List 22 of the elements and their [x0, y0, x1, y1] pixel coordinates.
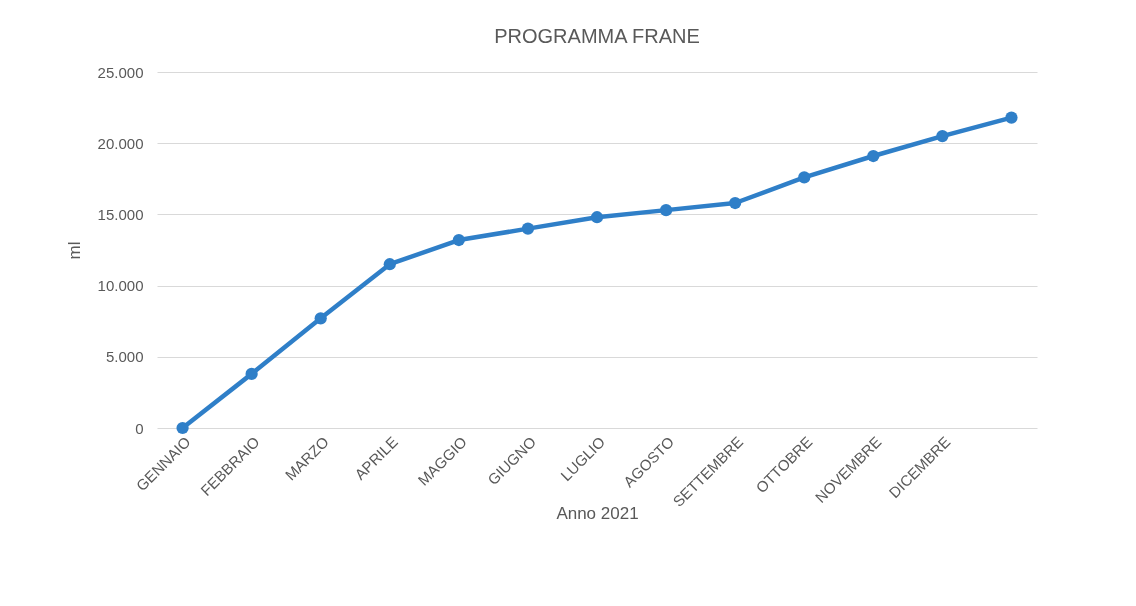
point — [659, 204, 673, 217]
y-tick-label: 20.000 — [97, 134, 144, 152]
point — [383, 258, 396, 271]
x-axis-title: Anno 2021 — [556, 503, 639, 523]
point — [936, 129, 949, 143]
point — [1005, 111, 1018, 124]
y-tick-label: 10.000 — [97, 277, 144, 295]
point — [521, 222, 535, 235]
point — [867, 149, 880, 163]
point — [798, 171, 811, 184]
y-axis-title: ml — [64, 241, 84, 260]
point — [452, 233, 465, 247]
chart-title: PROGRAMMA FRANE — [494, 25, 700, 47]
y-tick-label: 15.000 — [97, 205, 144, 223]
y-tick-label: 0 — [135, 419, 144, 437]
y-tick-label: 5.000 — [105, 348, 144, 366]
point — [590, 211, 604, 224]
point — [245, 367, 258, 380]
point — [314, 312, 327, 325]
point — [176, 421, 189, 435]
y-tick-label: 25.000 — [97, 63, 144, 81]
point — [729, 196, 742, 210]
